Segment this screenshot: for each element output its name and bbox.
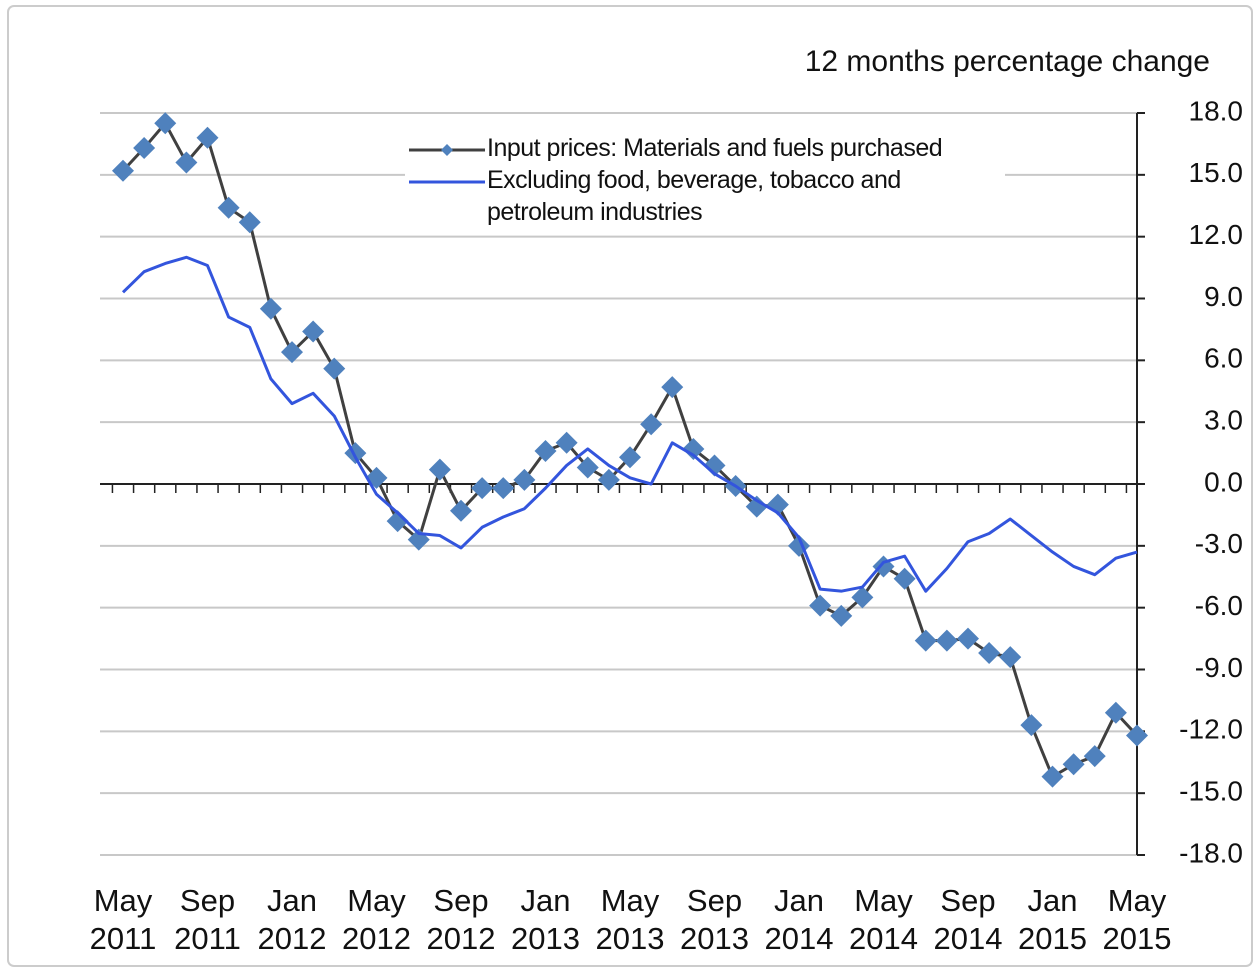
marker bbox=[238, 211, 261, 234]
marker bbox=[619, 446, 641, 469]
marker bbox=[323, 357, 346, 380]
y-tick-label: -18.0 bbox=[1179, 837, 1243, 868]
marker bbox=[830, 604, 853, 627]
x-tick-label: May 2011 bbox=[89, 883, 157, 956]
x-tick-label: May 2012 bbox=[342, 883, 411, 956]
x-tick-label: Jan 2014 bbox=[764, 883, 834, 956]
marker bbox=[893, 567, 916, 590]
marker bbox=[428, 458, 451, 481]
x-tick-label: Jan 2013 bbox=[511, 883, 580, 956]
legend: Input prices: Materials and fuels purcha… bbox=[405, 132, 1005, 228]
marker bbox=[1104, 701, 1127, 724]
x-tick-label: May 2013 bbox=[595, 883, 665, 956]
marker bbox=[302, 320, 325, 343]
marker bbox=[1126, 724, 1148, 747]
marker bbox=[534, 440, 557, 463]
marker bbox=[175, 151, 198, 174]
y-tick-label: -3.0 bbox=[1195, 528, 1243, 559]
x-tick-label: Sep 2012 bbox=[426, 883, 496, 956]
marker bbox=[640, 413, 663, 436]
y-tick-label: -6.0 bbox=[1195, 590, 1243, 621]
marker bbox=[851, 586, 874, 609]
legend-item: Excluding food, beverage, tobacco and pe… bbox=[405, 164, 1005, 228]
legend-marker bbox=[441, 144, 453, 156]
y-tick-label: -9.0 bbox=[1195, 652, 1243, 683]
marker bbox=[682, 437, 705, 460]
marker bbox=[1041, 765, 1064, 788]
series-line bbox=[121, 255, 1138, 593]
marker bbox=[513, 468, 536, 491]
legend-swatch bbox=[409, 144, 485, 156]
marker bbox=[957, 627, 979, 650]
y-tick-label: 0.0 bbox=[1204, 466, 1243, 497]
y-tick-label: -12.0 bbox=[1179, 714, 1243, 745]
y-tick-label: 12.0 bbox=[1189, 219, 1244, 250]
marker bbox=[1062, 753, 1085, 776]
x-tick-label: Jan 2015 bbox=[1018, 883, 1087, 956]
legend-item: Input prices: Materials and fuels purcha… bbox=[405, 132, 1005, 164]
x-tick-label: Sep 2011 bbox=[174, 883, 241, 956]
x-tick-label: May 2014 bbox=[849, 883, 918, 956]
legend-label: Excluding food, beverage, tobacco and pe… bbox=[487, 166, 901, 226]
marker bbox=[259, 297, 282, 320]
marker bbox=[281, 341, 303, 364]
y-tick-label: 15.0 bbox=[1189, 157, 1244, 188]
marker bbox=[661, 376, 684, 399]
marker bbox=[196, 126, 219, 149]
y-tick-label: 3.0 bbox=[1204, 405, 1243, 436]
marker bbox=[133, 137, 156, 160]
marker bbox=[703, 454, 726, 477]
frame bbox=[7, 5, 1253, 967]
marker bbox=[112, 159, 134, 182]
marker bbox=[154, 112, 177, 135]
y-tick-label: 9.0 bbox=[1204, 281, 1243, 312]
marker bbox=[217, 196, 240, 219]
x-tick-label: Sep 2013 bbox=[680, 883, 749, 956]
marker bbox=[809, 594, 832, 617]
marker bbox=[597, 468, 620, 491]
x-tick-label: May 2015 bbox=[1102, 883, 1172, 956]
y-tick-label: 18.0 bbox=[1189, 95, 1244, 126]
y-tick-label: 6.0 bbox=[1204, 343, 1243, 374]
marker bbox=[978, 642, 1001, 665]
marker bbox=[576, 456, 599, 479]
marker bbox=[386, 510, 409, 533]
marker bbox=[1083, 745, 1106, 768]
marker bbox=[555, 431, 578, 454]
y-tick-label: -15.0 bbox=[1179, 776, 1243, 807]
marker bbox=[450, 499, 472, 522]
marker bbox=[914, 629, 937, 652]
y-axis-label: 12 months percentage change bbox=[805, 45, 1210, 78]
marker bbox=[1020, 714, 1043, 737]
legend-label: Input prices: Materials and fuels purcha… bbox=[487, 134, 943, 162]
marker bbox=[471, 477, 494, 500]
marker bbox=[492, 477, 515, 500]
legend-swatch bbox=[409, 180, 485, 184]
marker bbox=[745, 495, 768, 518]
marker bbox=[999, 646, 1022, 669]
x-tick-label: Jan 2012 bbox=[257, 883, 327, 956]
x-tick-label: Sep 2014 bbox=[933, 883, 1003, 956]
marker bbox=[935, 629, 958, 652]
